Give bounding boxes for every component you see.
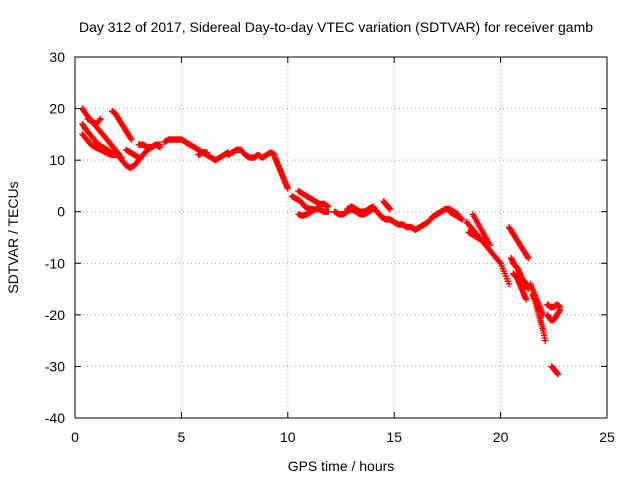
series-track-r [380,198,394,213]
x-axis-label: GPS time / hours [288,458,395,474]
series-track-ad [544,301,564,311]
grid-lines [75,57,607,418]
series-track-u [463,218,513,288]
x-tick-label: 25 [599,429,615,445]
data-point [97,115,104,123]
y-tick-label: 0 [57,204,65,220]
series-track-ac [544,306,564,324]
y-tick-labels: -40 -30 -20 -10 0 10 20 30 [45,49,65,426]
series-track-e [109,107,135,143]
data-points [79,105,564,378]
data-point [325,208,332,215]
y-tick-label: 20 [49,101,65,117]
data-point [556,303,564,311]
series-track-x [505,223,532,262]
y-axis-label: SDTVAR / TECUs [5,181,21,293]
data-point [542,337,549,344]
y-tick-label: -10 [45,255,65,271]
x-tick-labels: 0 5 10 15 20 25 [71,429,615,445]
y-tick-label: -20 [45,307,65,323]
series-track-d [84,115,104,128]
axis-ticks [74,56,608,419]
series-track-m [295,187,332,210]
data-point [486,242,494,249]
series-track-t [446,208,466,223]
x-tick-label: 0 [71,429,79,445]
data-point [554,370,562,378]
y-tick-label: 30 [49,49,65,65]
series-track-ae [548,363,562,378]
data-point [96,116,103,124]
data-point [496,258,503,266]
series-track-w [465,229,489,246]
data-point [525,254,532,262]
data-point [482,239,489,246]
data-point [156,144,164,151]
series-track-q [344,203,440,233]
series-track-o [288,193,317,213]
data-point [310,205,317,213]
x-tick-label: 15 [386,429,402,445]
x-tick-label: 20 [493,429,509,445]
data-point [127,135,134,142]
series-track-z [510,270,530,303]
series-track-j [195,149,232,164]
y-tick-label: -30 [45,358,65,374]
x-tick-label: 5 [178,429,186,445]
chart-title: Day 312 of 2017, Sidereal Day-to-day VTE… [79,19,593,35]
y-tick-label: 10 [49,152,65,168]
data-point [505,280,513,288]
plot-frame [74,56,608,419]
series-track-k [225,146,279,161]
data-point [522,296,530,303]
data-point [284,185,291,192]
series-track-l [271,154,291,192]
series-track-h [135,141,164,151]
data-point [135,154,143,161]
data-point [459,216,466,223]
data-point [386,205,394,213]
x-tick-label: 10 [280,429,296,445]
data-point [524,253,531,261]
series-track-g [122,146,143,161]
series-track-ab [527,280,547,319]
data-point [128,136,135,143]
y-tick-label: -40 [45,410,65,426]
